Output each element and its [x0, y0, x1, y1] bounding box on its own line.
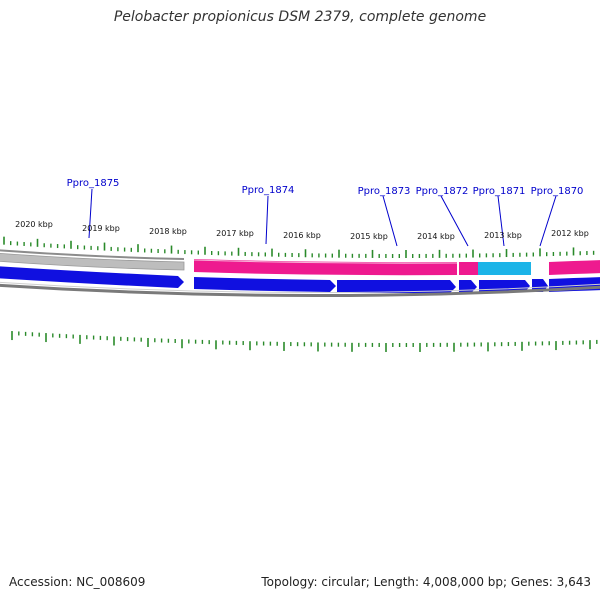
kbp-label: 2013 kbp	[484, 231, 522, 240]
kbp-label: 2014 kbp	[417, 232, 455, 241]
backbone-outer-edge	[0, 249, 185, 260]
gene-label-ppro-1875[interactable]: Ppro_1875	[67, 178, 120, 189]
gene-label-ppro-1871[interactable]: Ppro_1871	[473, 186, 526, 197]
gene-reverse-ppro-1875[interactable]	[0, 266, 184, 288]
kbp-label: 2018 kbp	[149, 227, 187, 236]
gene-labels: Ppro_1875 Ppro_1874 Ppro_1873 Ppro_1872 …	[67, 178, 584, 197]
gene-label-ppro-1870[interactable]: Ppro_1870	[531, 186, 584, 197]
gene-reverse-ppro-1872[interactable]	[459, 280, 477, 293]
kbp-label: 2017 kbp	[216, 229, 254, 238]
gene-label-ppro-1873[interactable]: Ppro_1873	[358, 186, 411, 197]
kbp-label: 2016 kbp	[283, 231, 321, 240]
kbp-label: 2015 kbp	[350, 232, 388, 241]
gene-reverse-ppro-1873[interactable]	[337, 280, 456, 293]
tick-marks-top	[3, 236, 595, 258]
kbp-label: 2020 kbp	[15, 220, 53, 229]
accession-text: Accession: NC_008609	[9, 575, 146, 589]
backbone-outer-track	[0, 252, 185, 271]
forward-track-highlight	[193, 259, 458, 264]
gene-forward-ppro-1872[interactable]	[459, 262, 478, 275]
gene-label-ppro-1872[interactable]: Ppro_1872	[416, 186, 469, 197]
gene-forward-ppro-1871[interactable]	[478, 262, 531, 275]
backbone-inner-edge-light	[0, 281, 600, 294]
gene-forward-ppro-1870[interactable]	[549, 260, 600, 275]
kbp-label: 2019 kbp	[82, 224, 120, 233]
gene-reverse-ppro-1874[interactable]	[194, 277, 336, 292]
genome-summary-text: Topology: circular; Length: 4,008,000 bp…	[261, 575, 591, 589]
tick-marks-bottom	[11, 331, 598, 352]
gene-leader-lines	[88, 188, 557, 247]
gene-label-ppro-1874[interactable]: Ppro_1874	[242, 185, 295, 196]
kbp-label: 2012 kbp	[551, 229, 589, 238]
kbp-scale: 2020 kbp 2019 kbp 2018 kbp 2017 kbp 2016…	[15, 220, 589, 241]
backbone-inner-edge	[0, 283, 600, 298]
genome-title: Pelobacter propionicus DSM 2379, complet…	[113, 9, 487, 25]
